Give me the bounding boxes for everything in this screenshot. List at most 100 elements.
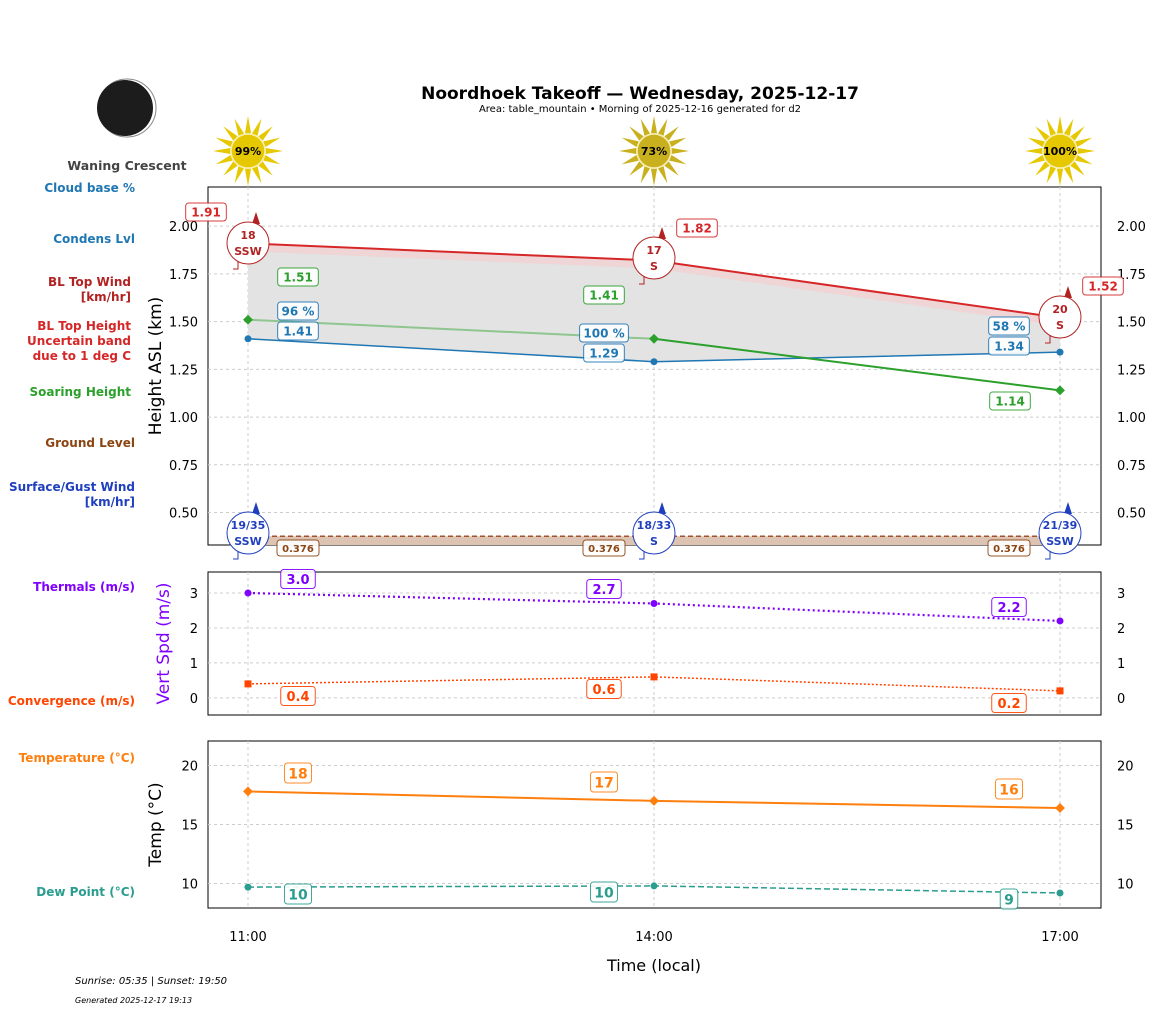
- label-temperature: Temperature (°C): [18, 751, 135, 765]
- bl-wind-marker: [632, 227, 676, 285]
- thermals-label-box: [991, 597, 1027, 617]
- temperature-label: 18: [288, 766, 307, 782]
- page-subtitle: Area: table_mountain • Morning of 2025-1…: [479, 104, 801, 115]
- sun-ray: [1027, 154, 1045, 165]
- sun-ray: [640, 118, 651, 136]
- ytick-right: 0.75: [1117, 459, 1146, 474]
- thermals-label: 3.0: [286, 573, 309, 588]
- wind-tail-icon: [639, 551, 645, 560]
- sun-ray: [215, 154, 233, 165]
- value-label-box: [988, 336, 1030, 356]
- sun-ray: [621, 154, 639, 165]
- sun-ray: [621, 137, 639, 148]
- value-label: 0.376: [588, 544, 620, 555]
- ytick-left: 0.75: [169, 459, 198, 474]
- sun-ray: [1070, 161, 1085, 176]
- wind-speed: 18: [240, 229, 255, 242]
- moon-shadow: [97, 80, 153, 136]
- value-label: 0.376: [993, 544, 1025, 555]
- sun-times: Sunrise: 05:35 | Sunset: 19:50: [75, 976, 227, 987]
- xtick-label: 14:00: [635, 930, 672, 945]
- sun-ray: [244, 116, 252, 134]
- temperature-label: 17: [594, 775, 613, 791]
- value-label-box: [988, 316, 1030, 336]
- ytick-left: 1.50: [169, 316, 198, 331]
- sun-percent: 100%: [1043, 145, 1077, 158]
- sun-ray: [258, 161, 273, 176]
- ytick-left: 0.50: [169, 507, 198, 522]
- temperature-label-box: [994, 778, 1024, 800]
- ytick-right: 1.50: [1117, 316, 1146, 331]
- thermals-label: 2.7: [592, 583, 615, 598]
- sun-ray: [1035, 126, 1050, 141]
- convergence-label: 0.2: [997, 697, 1020, 712]
- thermals-point: [1056, 617, 1064, 625]
- sun-ray: [664, 161, 679, 176]
- convergence-label-box: [586, 679, 622, 699]
- sun-icon: [1025, 116, 1095, 186]
- sun-ray: [223, 126, 238, 141]
- convergence-label: 0.6: [592, 683, 615, 698]
- wind-direction: S: [650, 260, 658, 273]
- value-label: 100 %: [583, 327, 624, 341]
- dew-point: [1056, 889, 1064, 897]
- value-label: 0.376: [282, 544, 314, 555]
- value-label-box: [989, 391, 1031, 411]
- bl-wind-marker: [1038, 286, 1082, 344]
- ytick-left: 10: [181, 878, 198, 893]
- page-title: Noordhoek Takeoff — Wednesday, 2025-12-1…: [421, 84, 859, 104]
- value-label-box: [582, 539, 626, 557]
- ytick-left: 20: [181, 759, 198, 774]
- value-label: 1.82: [682, 222, 712, 236]
- sun-ray: [1075, 154, 1093, 165]
- sun-ray: [629, 161, 644, 176]
- dew-label-box: [999, 888, 1019, 910]
- label-thermals: Thermals (m/s): [33, 580, 135, 594]
- soaring-line: [653, 337, 1061, 392]
- sun-ray: [1075, 137, 1093, 148]
- sun-disc: [230, 133, 266, 169]
- ytick-right: 1.00: [1117, 411, 1146, 426]
- y-axis-label: Temp (°C): [146, 782, 166, 867]
- value-label-box: [987, 539, 1031, 557]
- dew-label: 10: [594, 885, 614, 901]
- thermals-label-box: [586, 579, 622, 599]
- wind-circle: [632, 511, 676, 555]
- label-bl-top: BL Top Height Uncertain band due to 1 de…: [27, 319, 131, 363]
- surface-wind-marker: [1038, 502, 1082, 560]
- bl-uncertain-band: [248, 243, 1060, 326]
- value-label: 1.14: [995, 395, 1025, 409]
- sun-ray: [1046, 166, 1057, 184]
- soaring-point: [1055, 385, 1065, 396]
- label-convergence: Convergence (m/s): [7, 694, 135, 708]
- label-bl-wind: BL Top Wind [km/hr]: [47, 275, 131, 304]
- wind-arrow-icon: [1064, 502, 1072, 514]
- sun-ray: [1046, 118, 1057, 136]
- sun-disc: [636, 133, 672, 169]
- ytick-left: 3: [190, 587, 198, 602]
- ytick-right: 20: [1117, 759, 1134, 774]
- value-label-box: [1082, 276, 1124, 296]
- sun-ray: [1025, 147, 1043, 155]
- sun-percent: 99%: [235, 145, 261, 158]
- ytick-left: 1.25: [169, 363, 198, 378]
- soaring-point: [243, 314, 253, 325]
- sun-ray: [251, 118, 262, 136]
- label-condens: Condens Lvl: [53, 232, 135, 246]
- ytick-right: 1.75: [1117, 268, 1146, 283]
- x-axis-label: Time (local): [606, 956, 701, 975]
- wind-speed: 19/35: [231, 519, 266, 532]
- ytick-left: 2.00: [169, 220, 198, 235]
- value-label: 1.52: [1088, 280, 1118, 294]
- ytick-right: 1.25: [1117, 363, 1146, 378]
- surface-wind-marker: [632, 502, 676, 560]
- sun-ray: [1056, 116, 1064, 134]
- ytick-left: 2: [190, 622, 198, 637]
- sun-ray: [669, 154, 687, 165]
- ytick-left: 1.75: [169, 268, 198, 283]
- wind-speed: 18/33: [637, 519, 672, 532]
- sun-ray: [213, 147, 231, 155]
- sun-ray: [671, 147, 689, 155]
- value-label-box: [276, 539, 320, 557]
